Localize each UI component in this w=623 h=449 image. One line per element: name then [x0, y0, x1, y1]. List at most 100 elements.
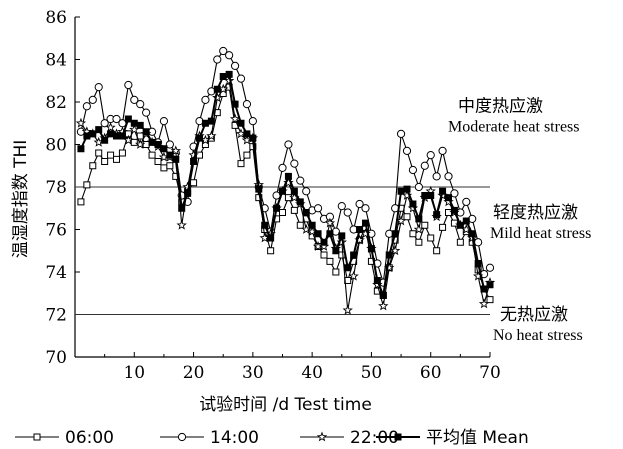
data-point [391, 230, 399, 238]
data-point [456, 238, 464, 246]
x-tick-label: 60 [420, 363, 442, 383]
data-point [373, 277, 381, 284]
data-point [142, 128, 150, 136]
zone-annotations: 中度热应激 Moderate heat stress 轻度热应激 Mild heat … [448, 97, 591, 344]
data-point [178, 204, 186, 212]
y-tick-label: 74 [45, 263, 67, 283]
data-point [427, 192, 435, 199]
data-point [82, 102, 91, 111]
data-point [302, 187, 311, 196]
data-point [142, 108, 151, 117]
data-point [95, 149, 103, 157]
data-point [308, 221, 316, 229]
data-point [462, 197, 471, 206]
data-point [378, 300, 389, 311]
data-point [413, 224, 425, 234]
data-point [154, 141, 162, 148]
data-point [166, 151, 174, 159]
data-point [160, 145, 168, 153]
data-point [267, 247, 275, 255]
data-point [485, 263, 495, 272]
series-layer [75, 46, 496, 315]
legend-marker [316, 431, 328, 442]
data-point [89, 162, 97, 170]
data-point [389, 245, 401, 256]
data-point [248, 117, 257, 126]
data-point [243, 151, 251, 159]
data-point [290, 159, 299, 168]
data-point [148, 151, 156, 159]
data-point [444, 172, 453, 181]
data-point [148, 138, 156, 146]
data-point [486, 296, 494, 304]
data-point [190, 158, 198, 165]
data-point [94, 83, 103, 92]
data-point [237, 160, 245, 168]
data-point [456, 221, 464, 229]
data-point [107, 130, 115, 138]
data-point [118, 149, 126, 157]
data-point [201, 119, 209, 127]
reference-lines [75, 186, 490, 315]
data-point [478, 298, 490, 309]
data-point [225, 51, 234, 60]
data-point [409, 200, 417, 208]
data-point [438, 146, 447, 155]
legend-marker [177, 432, 187, 442]
data-point [130, 95, 139, 104]
data-point [100, 119, 109, 128]
data-point [101, 158, 109, 165]
y-tick-label: 80 [45, 136, 67, 156]
data-point [480, 285, 488, 293]
data-point [184, 189, 192, 197]
data-point [219, 46, 228, 56]
series-line [80, 73, 491, 297]
data-point [165, 140, 174, 149]
data-point [154, 158, 162, 165]
data-point [213, 55, 222, 64]
data-point [337, 202, 346, 211]
data-point [486, 281, 494, 289]
data-point [450, 206, 458, 214]
data-point [450, 189, 459, 198]
data-point [338, 232, 346, 240]
data-point [83, 132, 91, 140]
data-point [427, 234, 435, 242]
y-tick-label: 70 [45, 348, 67, 368]
data-point [350, 251, 358, 259]
data-point [385, 251, 393, 259]
data-point [326, 257, 334, 265]
data-point [89, 130, 97, 138]
data-point [229, 113, 241, 124]
data-point [255, 185, 263, 193]
y-tick-label: 82 [45, 93, 67, 113]
data-point [124, 80, 133, 90]
data-point [105, 122, 116, 132]
data-point [124, 115, 132, 123]
zone-label-cn: 轻度热应激 [493, 203, 578, 223]
data-point [313, 204, 323, 213]
data-point [196, 151, 203, 159]
data-point [83, 181, 91, 189]
data-point [344, 264, 352, 272]
x-tick-label: 70 [479, 363, 501, 383]
data-point [356, 226, 364, 233]
data-point [107, 151, 115, 159]
data-point [231, 100, 239, 108]
data-point [379, 291, 387, 299]
data-point [273, 204, 281, 212]
data-point [397, 187, 405, 195]
data-point [77, 145, 85, 153]
data-point [474, 260, 482, 267]
x-tick-label: 10 [123, 363, 145, 383]
data-point [348, 270, 359, 281]
data-point [237, 119, 245, 127]
data-point [243, 130, 251, 138]
data-point [320, 251, 328, 259]
zone-label-cn: 无热应激 [500, 305, 568, 325]
data-point [324, 217, 336, 228]
zone-label-en: No heat stress [493, 327, 583, 344]
data-point [77, 198, 85, 206]
data-point [343, 208, 352, 217]
data-point [355, 199, 364, 209]
